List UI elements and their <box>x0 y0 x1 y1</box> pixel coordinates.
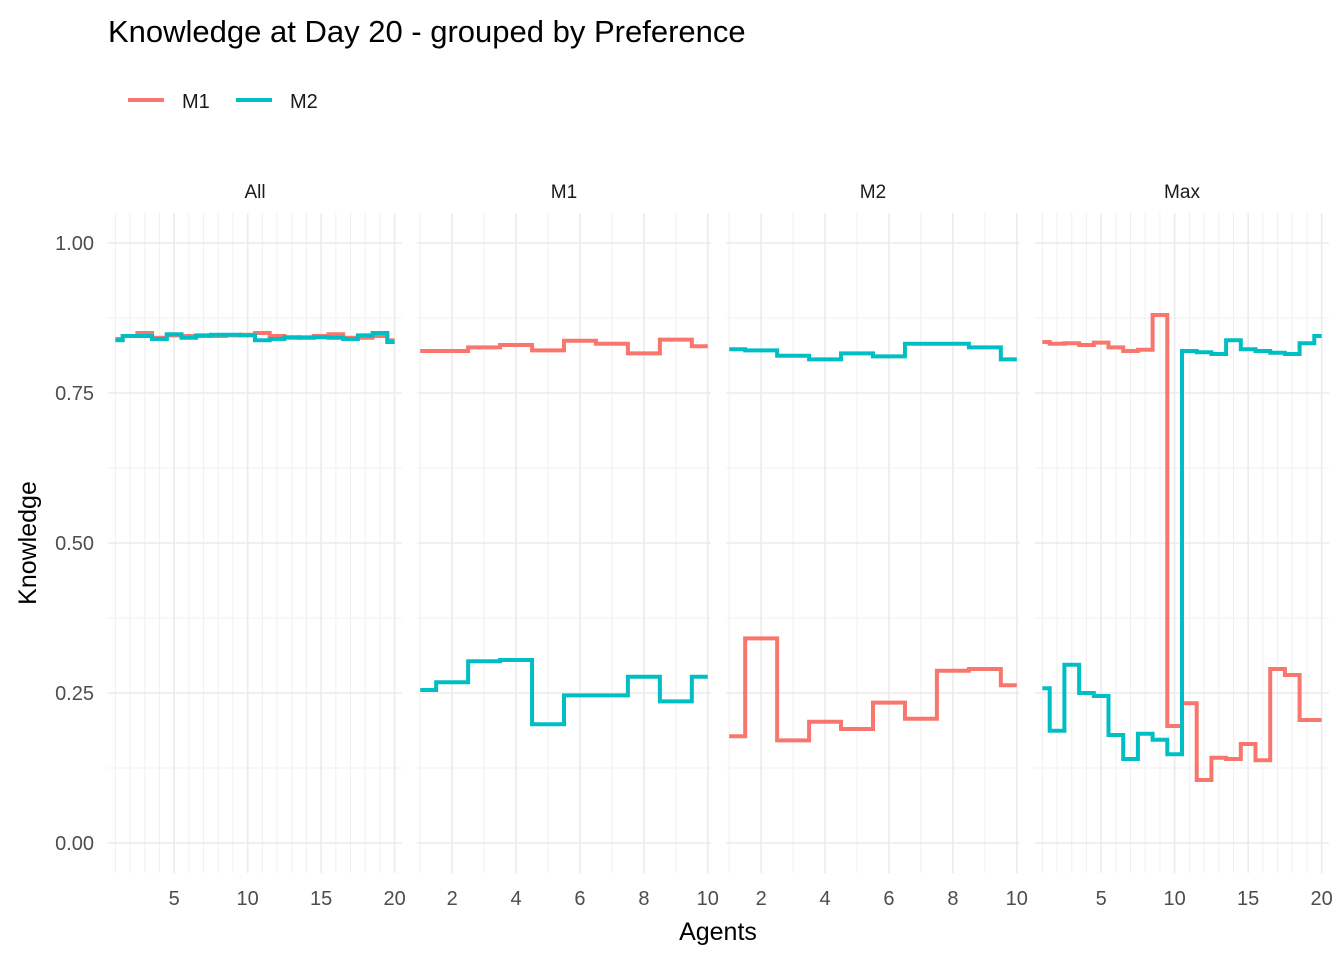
x-tick-label: 20 <box>384 888 406 910</box>
y-axis-title: Knowledge <box>14 481 42 605</box>
x-axis-title: Agents <box>679 918 757 946</box>
x-tick-label: 4 <box>511 888 522 910</box>
x-tick-label: 10 <box>1164 888 1186 910</box>
series-line-m2 <box>420 658 708 727</box>
facet-strip-label: Max <box>1164 182 1200 203</box>
y-tick-label: 0.25 <box>55 683 94 705</box>
series-line-m1 <box>420 337 708 356</box>
facet-panel: All 5 10 15 20 <box>108 182 406 910</box>
series-line-m1 <box>729 636 1017 743</box>
y-tick-label: 1.00 <box>55 233 94 255</box>
x-tick-label: 15 <box>310 888 332 910</box>
x-tick-label: 2 <box>447 888 458 910</box>
x-tick-label: 10 <box>1006 888 1028 910</box>
x-tick-label: 6 <box>574 888 585 910</box>
facet-strip-label: M1 <box>551 182 577 203</box>
x-tick-label: 15 <box>1237 888 1259 910</box>
series-line-m2 <box>1042 334 1322 761</box>
x-tick-label: 4 <box>820 888 831 910</box>
x-tick-label: 8 <box>638 888 649 910</box>
x-tick-label: 8 <box>947 888 958 910</box>
series-line-m2 <box>115 331 395 344</box>
x-tick-label: 20 <box>1311 888 1333 910</box>
y-tick-label: 0.00 <box>55 833 94 855</box>
facet-strip-label: M2 <box>860 182 886 203</box>
chart-title: Knowledge at Day 20 - grouped by Prefere… <box>108 14 746 49</box>
facet-panel: M1 2 4 6 8 10 <box>417 182 719 910</box>
legend-label-m2: M2 <box>290 91 318 113</box>
legend: M1 M2 <box>128 91 318 113</box>
x-tick-label: 2 <box>756 888 767 910</box>
x-tick-label: 10 <box>237 888 259 910</box>
series-line-m2 <box>729 341 1017 362</box>
x-tick-label: 6 <box>883 888 894 910</box>
x-tick-label: 5 <box>169 888 180 910</box>
y-tick-label: 0.50 <box>55 533 94 555</box>
facet-strip-label: All <box>244 182 265 203</box>
x-tick-label: 5 <box>1096 888 1107 910</box>
y-tick-label: 0.75 <box>55 383 94 405</box>
legend-label-m1: M1 <box>182 91 210 113</box>
x-tick-label: 10 <box>697 888 719 910</box>
facet-panel: Max 5 10 15 20 <box>1035 182 1333 910</box>
facet-panel: M2 2 4 6 8 10 <box>726 182 1028 910</box>
